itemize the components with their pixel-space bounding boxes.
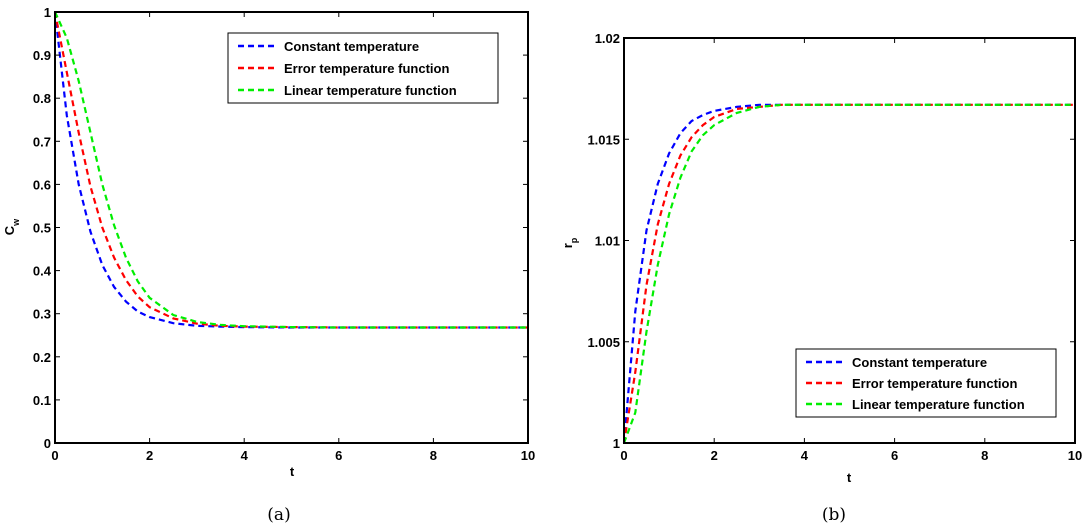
panel-a: 0 2 4 6 8 10 00.10.20.30.40.50.60.70.80.91 t … (2, 5, 535, 525)
panel-a-legend-label-0: Constant temperature (284, 39, 419, 54)
panel-a-y-tick-label: 0.9 (33, 48, 51, 63)
panel-b-y-tick-label: 1.01 (595, 234, 620, 249)
panel-a-x-tick-label: 6 (335, 448, 342, 463)
panel-b-y-tick-label: 1.015 (587, 132, 620, 147)
panel-b-y-tick-label: 1 (613, 436, 620, 451)
panel-b-legend-label-0: Constant temperature (852, 355, 987, 370)
panel-a-x-tick-label: 0 (51, 448, 58, 463)
panel-b-legend-label-1: Error temperature function (852, 376, 1017, 391)
panel-a-legend: Constant temperature Error temperature fu… (227, 32, 499, 104)
panel-b-legend-items: Constant temperature Error temperature fu… (806, 355, 1025, 412)
panel-a-caption: (a) (267, 505, 290, 525)
panel-a-legend-label-1: Error temperature function (284, 61, 449, 76)
panel-b-y-ticks: 1 1.005 1.01 1.015 1.02 (587, 31, 1075, 451)
panel-b-y-tick-label: 1.005 (587, 335, 620, 350)
panel-a-legend-items: Constant temperature Error temperature fu… (238, 39, 457, 98)
panel-a-x-tick-label: 10 (521, 448, 535, 463)
panel-b: 0 2 4 6 8 10 1 1.005 1.01 1.015 1.02 t rp Constan… (560, 31, 1082, 525)
panel-a-x-ticks: 0 2 4 6 8 10 (51, 12, 535, 463)
panel-a-y-axis-label: Cw (2, 218, 21, 235)
panel-b-plot-lines (622, 103, 1075, 444)
panel-a-y-tick-label: 0.7 (33, 134, 51, 149)
panel-b-caption: (b) (822, 505, 846, 525)
panel-a-y-tick-label: 0.4 (33, 264, 52, 279)
panel-a-y-tick-label: 0.8 (33, 91, 51, 106)
panel-b-x-tick-label: 2 (711, 448, 718, 463)
panel-b-legend: Constant temperature Error temperature fu… (795, 348, 1057, 418)
panel-b-x-tick-label: 6 (891, 448, 898, 463)
panel-b-x-ticks: 0 2 4 6 8 10 (620, 38, 1082, 463)
panel-a-x-axis-label: t (290, 464, 295, 479)
panel-a-y-tick-label: 0.3 (33, 307, 51, 322)
panel-a-legend-label-2: Linear temperature function (284, 83, 457, 98)
panel-b-x-tick-label: 0 (620, 448, 627, 463)
panel-a-y-tick-label: 0.1 (33, 393, 51, 408)
panel-a-y-ticks: 0 0.1 0.2 0.3 0.4 0.5 0.6 0.7 0.8 0.9 1 (33, 5, 528, 451)
panel-a-y-tick-label: 0 (44, 436, 51, 451)
panel-b-series-2-line (622, 103, 1075, 444)
panel-a-series-2-line (53, 11, 528, 329)
panel-a-y-tick-label: 0.6 (33, 177, 51, 192)
panel-b-x-tick-label: 8 (981, 448, 988, 463)
panel-a-y-tick-label: 1 (44, 5, 51, 20)
panel-a-series-1-line (53, 11, 528, 329)
panel-b-y-tick-label: 1.02 (595, 31, 620, 46)
panel-a-x-tick-label: 4 (241, 448, 249, 463)
panel-b-legend-label-2: Linear temperature function (852, 397, 1025, 412)
panel-b-x-axis-label: t (847, 470, 852, 485)
panel-a-x-tick-label: 2 (146, 448, 153, 463)
panel-a-y-tick-label: 0.5 (33, 221, 51, 236)
panel-a-x-tick-label: 8 (430, 448, 437, 463)
panel-b-x-tick-label: 10 (1068, 448, 1082, 463)
panel-b-x-tick-label: 4 (801, 448, 809, 463)
panel-a-plot-lines (53, 11, 528, 329)
panel-b-y-axis-label: rp (560, 237, 579, 248)
panel-a-series-0-line (53, 11, 528, 329)
panel-a-y-tick-label: 0.2 (33, 350, 51, 365)
